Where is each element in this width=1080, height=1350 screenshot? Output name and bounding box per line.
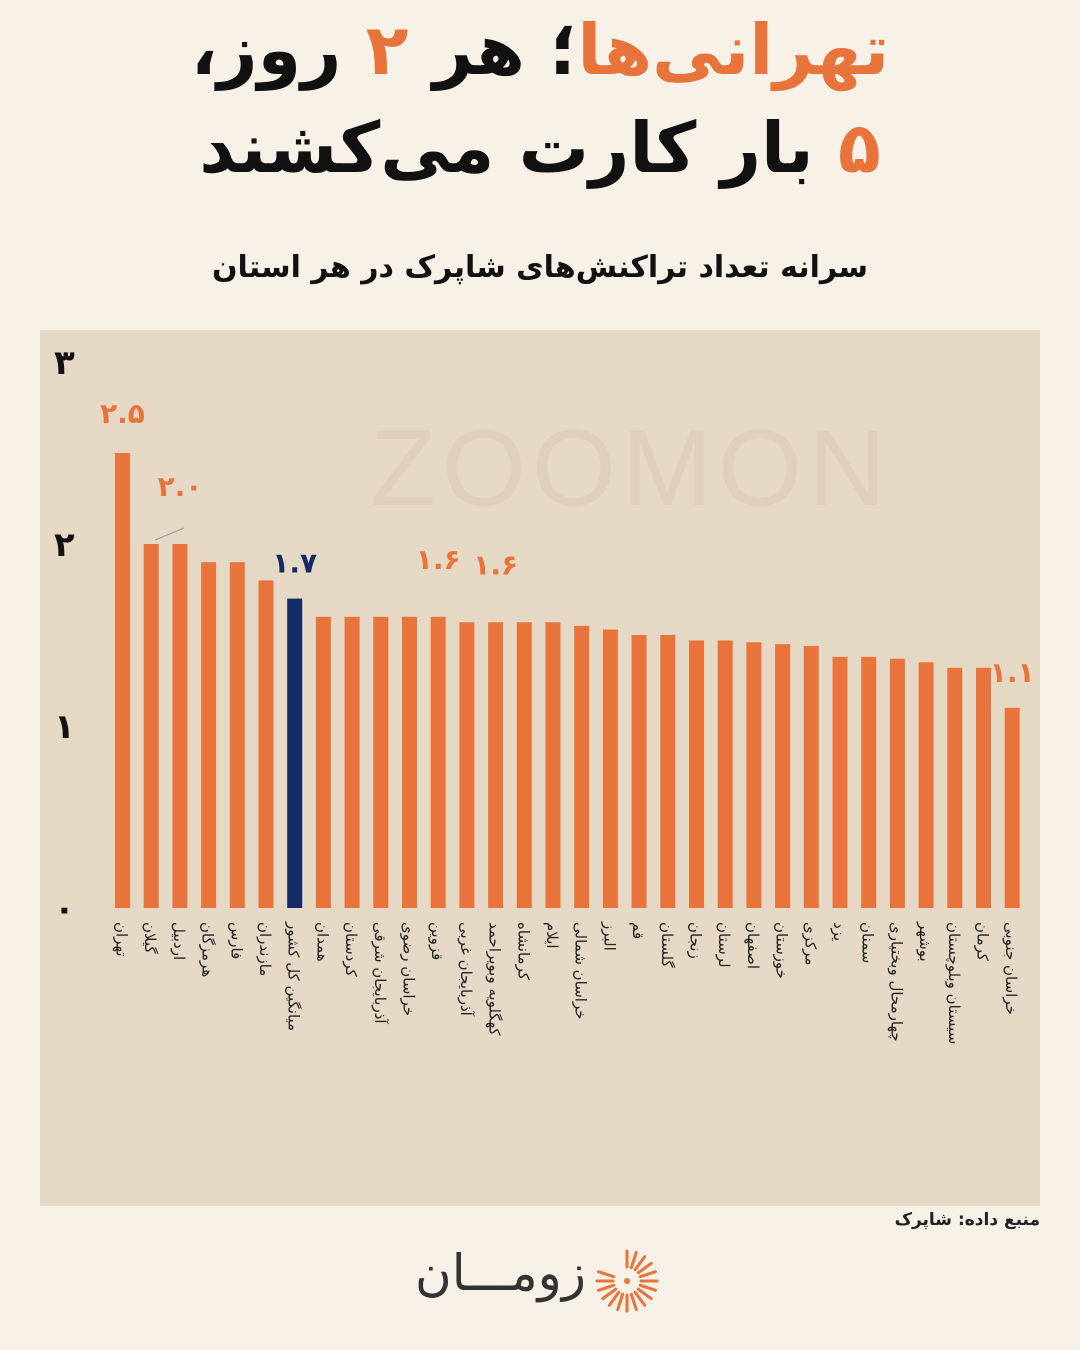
headline-text-times: بار کارت می‌کشند	[199, 107, 838, 189]
bar	[689, 640, 704, 908]
headline-separator: ؛ هر	[408, 9, 578, 91]
bar	[832, 656, 848, 908]
bar	[574, 625, 590, 908]
category-label: آذربایجان شرقی	[371, 922, 389, 1024]
bar	[803, 645, 819, 908]
bar	[660, 635, 676, 908]
value-label: ۲.۰	[157, 470, 202, 503]
headline-number-days: ۲	[365, 9, 409, 91]
value-label: ۲.۵	[100, 397, 145, 430]
bar	[258, 580, 274, 908]
bar	[861, 656, 877, 908]
category-label: گیلان	[141, 922, 159, 954]
bar	[602, 629, 618, 908]
category-label: هرمزگان	[199, 922, 217, 977]
bar	[717, 640, 733, 908]
bar	[315, 616, 331, 908]
category-label: کرمانشاه	[514, 922, 532, 981]
chart-panel: ZOOMON ۰ ۱ ۲ ۳ تهران گیلان اردبیل هرمزگان فارس ما…	[40, 330, 1040, 1206]
y-tick-label: ۲	[54, 525, 75, 565]
category-label: گلستان	[658, 922, 676, 968]
category-label: کهگلویه وبویراحمد	[486, 922, 504, 1037]
category-label: خراسان جنوبی	[1002, 922, 1020, 1015]
sunburst-logo-icon	[595, 1249, 659, 1313]
label-leader-line	[155, 527, 185, 541]
watermark: ZOOMON	[370, 407, 892, 528]
bar	[201, 562, 217, 908]
category-label: البرز	[600, 921, 618, 951]
bar	[947, 667, 963, 908]
bar	[918, 662, 934, 908]
category-label: فارس	[227, 922, 245, 959]
category-label: همدان	[313, 922, 331, 962]
category-label: خراسان شمالی	[572, 922, 590, 1020]
headline-highlight: تهرانی‌ها	[577, 9, 890, 91]
category-label: آذربایجان غربی	[457, 922, 475, 1017]
brand-name: زومـــان	[415, 1244, 586, 1302]
bar-chart: ۰ ۱ ۲ ۳ تهران گیلان اردبیل هرمزگان فارس مازندران م…	[54, 343, 1035, 1044]
category-label: قزوین	[428, 922, 446, 960]
bar	[459, 622, 475, 908]
category-label: اصفهان	[744, 922, 762, 969]
brand-footer: زومـــان	[0, 1240, 1080, 1320]
category-label: کردستان	[342, 922, 360, 978]
category-label: بوشهر	[916, 921, 934, 962]
category-label: تهران	[113, 922, 131, 957]
bar	[1004, 707, 1020, 908]
category-label: چهارمحال وبختیاری	[887, 922, 905, 1042]
category-label: خراسان رضوی	[400, 922, 418, 1016]
bar	[516, 622, 532, 908]
bar	[430, 616, 446, 908]
category-label: قم	[629, 922, 647, 939]
category-label: مازندران	[256, 922, 274, 976]
y-tick-label: ۳	[54, 343, 75, 383]
value-label: ۱.۶	[416, 543, 461, 576]
bar	[545, 622, 561, 908]
headline-line-1: تهرانی‌ها؛ هر ۲ روز،	[0, 0, 1080, 100]
category-label: خوزستان	[773, 922, 791, 979]
category-label: میانگین کل کشور	[285, 921, 303, 1031]
bar	[889, 658, 905, 908]
bar	[631, 635, 647, 908]
bar	[229, 562, 245, 908]
bar	[172, 544, 188, 908]
bar	[373, 616, 389, 908]
bar	[746, 642, 762, 908]
data-source: منبع داده: شاپرک	[894, 1210, 1040, 1230]
category-label: مرکزی	[801, 922, 819, 965]
category-label: لرستان	[715, 922, 733, 968]
bar	[143, 544, 159, 908]
bar	[976, 667, 991, 908]
bar	[344, 616, 360, 908]
headline-number-times: ۵	[837, 107, 881, 189]
bar-highlight	[287, 598, 303, 908]
y-tick-label: ۱	[54, 707, 75, 747]
headline-text-days: روز،	[190, 9, 366, 91]
category-label: ایلام	[543, 922, 561, 949]
category-label: اردبیل	[170, 922, 188, 960]
value-label: ۱.۱	[990, 656, 1035, 689]
category-label: زنجان	[687, 922, 705, 959]
category-label: سمنان	[859, 922, 877, 963]
bar	[775, 644, 791, 908]
y-tick-label: ۰	[54, 889, 75, 929]
category-label: سیستان وبلوچستان	[945, 922, 963, 1044]
value-label: ۱.۶	[473, 548, 518, 581]
value-label: ۱.۷	[272, 547, 317, 580]
category-label: کرمان	[974, 922, 992, 962]
bar	[402, 616, 417, 908]
headline-line-2: ۵ بار کارت می‌کشند	[0, 98, 1080, 198]
chart-title: سرانه تعداد تراکنش‌های شاپرک در هر استان	[211, 250, 869, 285]
bar	[115, 453, 130, 908]
category-label: یزد	[830, 922, 848, 941]
bar	[488, 622, 504, 908]
